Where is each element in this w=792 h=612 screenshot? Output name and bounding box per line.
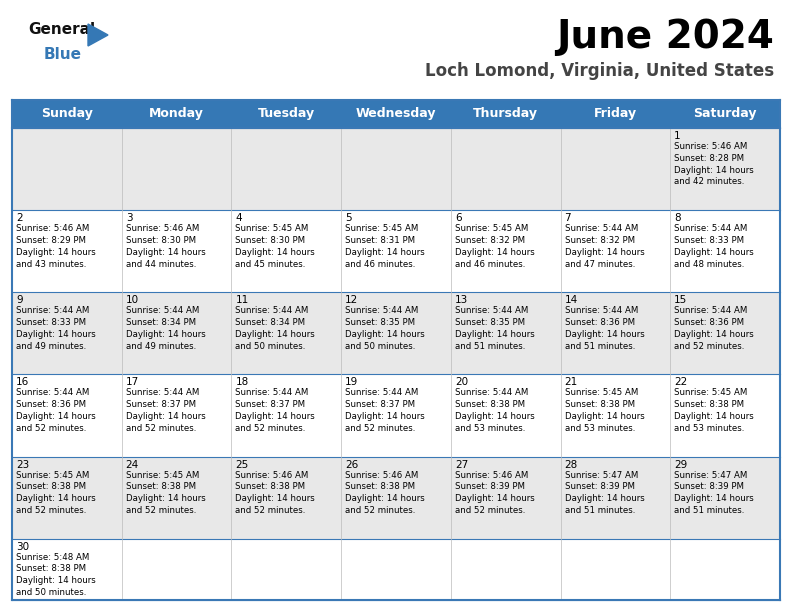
Text: Sunrise: 5:44 AM
Sunset: 8:36 PM
Daylight: 14 hours
and 52 minutes.: Sunrise: 5:44 AM Sunset: 8:36 PM Dayligh…	[16, 389, 96, 433]
Text: 22: 22	[674, 378, 687, 387]
Text: 7: 7	[565, 213, 571, 223]
Text: 15: 15	[674, 295, 687, 305]
Text: Sunrise: 5:48 AM
Sunset: 8:38 PM
Daylight: 14 hours
and 50 minutes.: Sunrise: 5:48 AM Sunset: 8:38 PM Dayligh…	[16, 553, 96, 597]
Text: Saturday: Saturday	[693, 108, 757, 121]
Text: Sunrise: 5:44 AM
Sunset: 8:35 PM
Daylight: 14 hours
and 51 minutes.: Sunrise: 5:44 AM Sunset: 8:35 PM Dayligh…	[455, 306, 535, 351]
Text: 12: 12	[345, 295, 359, 305]
Text: Sunrise: 5:45 AM
Sunset: 8:30 PM
Daylight: 14 hours
and 45 minutes.: Sunrise: 5:45 AM Sunset: 8:30 PM Dayligh…	[235, 224, 315, 269]
Text: Friday: Friday	[594, 108, 637, 121]
Text: June 2024: June 2024	[556, 18, 774, 56]
Text: Sunrise: 5:45 AM
Sunset: 8:38 PM
Daylight: 14 hours
and 53 minutes.: Sunrise: 5:45 AM Sunset: 8:38 PM Dayligh…	[565, 389, 645, 433]
Text: Sunrise: 5:46 AM
Sunset: 8:38 PM
Daylight: 14 hours
and 52 minutes.: Sunrise: 5:46 AM Sunset: 8:38 PM Dayligh…	[235, 471, 315, 515]
Text: Sunrise: 5:44 AM
Sunset: 8:38 PM
Daylight: 14 hours
and 53 minutes.: Sunrise: 5:44 AM Sunset: 8:38 PM Dayligh…	[455, 389, 535, 433]
Text: 9: 9	[16, 295, 23, 305]
Text: Sunrise: 5:44 AM
Sunset: 8:37 PM
Daylight: 14 hours
and 52 minutes.: Sunrise: 5:44 AM Sunset: 8:37 PM Dayligh…	[126, 389, 205, 433]
Bar	[12, 457, 780, 539]
Text: 8: 8	[674, 213, 681, 223]
Bar	[12, 539, 780, 600]
Text: Sunrise: 5:46 AM
Sunset: 8:30 PM
Daylight: 14 hours
and 44 minutes.: Sunrise: 5:46 AM Sunset: 8:30 PM Dayligh…	[126, 224, 205, 269]
Text: 27: 27	[455, 460, 468, 469]
Text: Sunrise: 5:45 AM
Sunset: 8:32 PM
Daylight: 14 hours
and 46 minutes.: Sunrise: 5:45 AM Sunset: 8:32 PM Dayligh…	[455, 224, 535, 269]
Bar	[12, 128, 780, 210]
Text: 6: 6	[455, 213, 462, 223]
Text: 26: 26	[345, 460, 359, 469]
Text: 4: 4	[235, 213, 242, 223]
Text: Blue: Blue	[44, 47, 82, 62]
Text: Sunrise: 5:45 AM
Sunset: 8:38 PM
Daylight: 14 hours
and 52 minutes.: Sunrise: 5:45 AM Sunset: 8:38 PM Dayligh…	[126, 471, 205, 515]
Text: 24: 24	[126, 460, 139, 469]
Text: 19: 19	[345, 378, 359, 387]
Text: Sunrise: 5:44 AM
Sunset: 8:37 PM
Daylight: 14 hours
and 52 minutes.: Sunrise: 5:44 AM Sunset: 8:37 PM Dayligh…	[345, 389, 425, 433]
Text: 28: 28	[565, 460, 578, 469]
Text: 23: 23	[16, 460, 29, 469]
Text: Sunrise: 5:46 AM
Sunset: 8:29 PM
Daylight: 14 hours
and 43 minutes.: Sunrise: 5:46 AM Sunset: 8:29 PM Dayligh…	[16, 224, 96, 269]
Text: Sunrise: 5:44 AM
Sunset: 8:34 PM
Daylight: 14 hours
and 49 minutes.: Sunrise: 5:44 AM Sunset: 8:34 PM Dayligh…	[126, 306, 205, 351]
Text: Tuesday: Tuesday	[257, 108, 315, 121]
Text: 3: 3	[126, 213, 132, 223]
Text: 16: 16	[16, 378, 29, 387]
Text: 17: 17	[126, 378, 139, 387]
Text: 5: 5	[345, 213, 352, 223]
Text: Sunrise: 5:44 AM
Sunset: 8:37 PM
Daylight: 14 hours
and 52 minutes.: Sunrise: 5:44 AM Sunset: 8:37 PM Dayligh…	[235, 389, 315, 433]
Text: Thursday: Thursday	[473, 108, 539, 121]
Text: Sunrise: 5:44 AM
Sunset: 8:34 PM
Daylight: 14 hours
and 50 minutes.: Sunrise: 5:44 AM Sunset: 8:34 PM Dayligh…	[235, 306, 315, 351]
Text: Sunrise: 5:44 AM
Sunset: 8:32 PM
Daylight: 14 hours
and 47 minutes.: Sunrise: 5:44 AM Sunset: 8:32 PM Dayligh…	[565, 224, 645, 269]
Text: Sunrise: 5:47 AM
Sunset: 8:39 PM
Daylight: 14 hours
and 51 minutes.: Sunrise: 5:47 AM Sunset: 8:39 PM Dayligh…	[674, 471, 754, 515]
Text: Sunrise: 5:46 AM
Sunset: 8:38 PM
Daylight: 14 hours
and 52 minutes.: Sunrise: 5:46 AM Sunset: 8:38 PM Dayligh…	[345, 471, 425, 515]
Polygon shape	[88, 24, 108, 46]
Text: Sunrise: 5:46 AM
Sunset: 8:28 PM
Daylight: 14 hours
and 42 minutes.: Sunrise: 5:46 AM Sunset: 8:28 PM Dayligh…	[674, 142, 754, 187]
Text: General: General	[28, 22, 95, 37]
Text: Loch Lomond, Virginia, United States: Loch Lomond, Virginia, United States	[425, 62, 774, 80]
Text: 30: 30	[16, 542, 29, 551]
Text: 25: 25	[235, 460, 249, 469]
Text: 1: 1	[674, 131, 681, 141]
Text: Sunrise: 5:44 AM
Sunset: 8:33 PM
Daylight: 14 hours
and 49 minutes.: Sunrise: 5:44 AM Sunset: 8:33 PM Dayligh…	[16, 306, 96, 351]
Text: Sunrise: 5:45 AM
Sunset: 8:38 PM
Daylight: 14 hours
and 53 minutes.: Sunrise: 5:45 AM Sunset: 8:38 PM Dayligh…	[674, 389, 754, 433]
Text: 18: 18	[235, 378, 249, 387]
Text: Sunrise: 5:45 AM
Sunset: 8:38 PM
Daylight: 14 hours
and 52 minutes.: Sunrise: 5:45 AM Sunset: 8:38 PM Dayligh…	[16, 471, 96, 515]
Text: 10: 10	[126, 295, 139, 305]
Text: 13: 13	[455, 295, 468, 305]
Text: 21: 21	[565, 378, 578, 387]
Text: 29: 29	[674, 460, 687, 469]
Bar	[12, 100, 780, 128]
Text: Sunrise: 5:44 AM
Sunset: 8:36 PM
Daylight: 14 hours
and 52 minutes.: Sunrise: 5:44 AM Sunset: 8:36 PM Dayligh…	[674, 306, 754, 351]
Bar	[12, 293, 780, 375]
Text: 20: 20	[455, 378, 468, 387]
Text: 11: 11	[235, 295, 249, 305]
Text: Sunrise: 5:45 AM
Sunset: 8:31 PM
Daylight: 14 hours
and 46 minutes.: Sunrise: 5:45 AM Sunset: 8:31 PM Dayligh…	[345, 224, 425, 269]
Text: Sunrise: 5:44 AM
Sunset: 8:35 PM
Daylight: 14 hours
and 50 minutes.: Sunrise: 5:44 AM Sunset: 8:35 PM Dayligh…	[345, 306, 425, 351]
Text: Sunrise: 5:44 AM
Sunset: 8:36 PM
Daylight: 14 hours
and 51 minutes.: Sunrise: 5:44 AM Sunset: 8:36 PM Dayligh…	[565, 306, 645, 351]
Text: Monday: Monday	[149, 108, 204, 121]
Text: Wednesday: Wednesday	[356, 108, 436, 121]
Text: 14: 14	[565, 295, 578, 305]
Bar	[12, 210, 780, 293]
Text: Sunrise: 5:47 AM
Sunset: 8:39 PM
Daylight: 14 hours
and 51 minutes.: Sunrise: 5:47 AM Sunset: 8:39 PM Dayligh…	[565, 471, 645, 515]
Text: Sunrise: 5:44 AM
Sunset: 8:33 PM
Daylight: 14 hours
and 48 minutes.: Sunrise: 5:44 AM Sunset: 8:33 PM Dayligh…	[674, 224, 754, 269]
Text: Sunrise: 5:46 AM
Sunset: 8:39 PM
Daylight: 14 hours
and 52 minutes.: Sunrise: 5:46 AM Sunset: 8:39 PM Dayligh…	[455, 471, 535, 515]
Text: 2: 2	[16, 213, 23, 223]
Text: Sunday: Sunday	[41, 108, 93, 121]
Bar	[12, 375, 780, 457]
